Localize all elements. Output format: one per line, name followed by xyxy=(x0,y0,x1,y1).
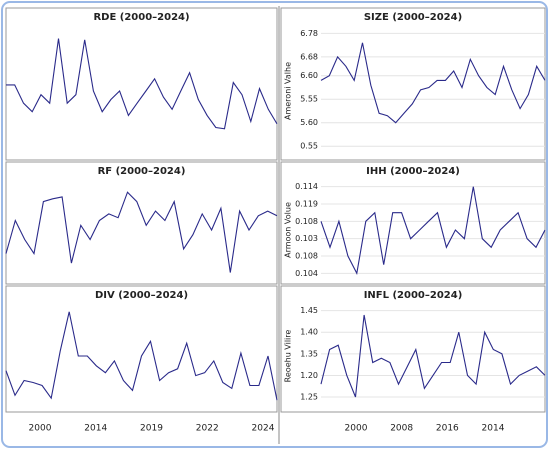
y-tick-label: 0.103 xyxy=(295,234,318,243)
data-line xyxy=(320,186,546,276)
chart-title: SIZE (2000–2024) xyxy=(364,12,462,23)
x-tick-label: 2000 xyxy=(29,424,52,434)
data-line xyxy=(6,38,278,130)
chart-title: RF (2000–2024) xyxy=(98,166,186,177)
x-tick-label: 2024 xyxy=(252,424,275,434)
x-tick-label: 2022 xyxy=(196,424,219,434)
y-axis-label: Armoon Volue xyxy=(284,202,293,258)
y-tick-label: 1.20 xyxy=(300,371,318,380)
x-tick-label: 2008 xyxy=(390,424,413,434)
y-tick-label: 1.40 xyxy=(300,328,318,337)
panel xyxy=(280,7,546,161)
y-tick-label: 0.55 xyxy=(300,142,318,151)
y-tick-label: 6.68 xyxy=(300,52,318,61)
x-tick-label: 2014 xyxy=(84,424,107,434)
panel xyxy=(5,285,278,413)
y-tick-label: 0.114 xyxy=(295,182,318,191)
y-tick-label: 0.104 xyxy=(295,269,318,278)
panel xyxy=(5,161,278,285)
x-tick-label: 2019 xyxy=(140,424,163,434)
y-axis-label: Ameroni Valhe xyxy=(284,62,293,120)
y-tick-label: 5.55 xyxy=(300,95,318,104)
y-tick-label: 1.25 xyxy=(300,393,318,402)
panel xyxy=(280,285,546,413)
x-tick-label: 2016 xyxy=(436,424,459,434)
y-tick-label: 0.108 xyxy=(295,252,318,261)
y-tick-label: 0.108 xyxy=(295,217,318,226)
chart-title: INFL (2000–2024) xyxy=(364,290,463,301)
x-tick-label: 2014 xyxy=(482,424,505,434)
y-axis-label: Reoehu Vilire xyxy=(284,330,293,383)
y-tick-label: 6.60 xyxy=(300,71,318,80)
panel xyxy=(5,7,278,161)
chart-title: IHH (2000–2024) xyxy=(366,166,460,177)
y-tick-label: 6.78 xyxy=(300,29,318,38)
y-tick-label: 5.60 xyxy=(300,118,318,127)
data-line xyxy=(5,311,278,401)
chart-title: RDE (2000–2024) xyxy=(93,12,189,23)
y-tick-label: 1.45 xyxy=(300,306,318,315)
data-line xyxy=(320,314,546,398)
y-tick-label: 1.35 xyxy=(300,349,318,358)
chart-title: DIV (2000–2024) xyxy=(95,290,188,301)
data-line xyxy=(320,42,546,124)
x-tick-label: 2000 xyxy=(345,424,368,434)
panel xyxy=(280,161,546,285)
y-tick-label: 0.119 xyxy=(295,200,318,209)
data-line xyxy=(5,191,278,273)
